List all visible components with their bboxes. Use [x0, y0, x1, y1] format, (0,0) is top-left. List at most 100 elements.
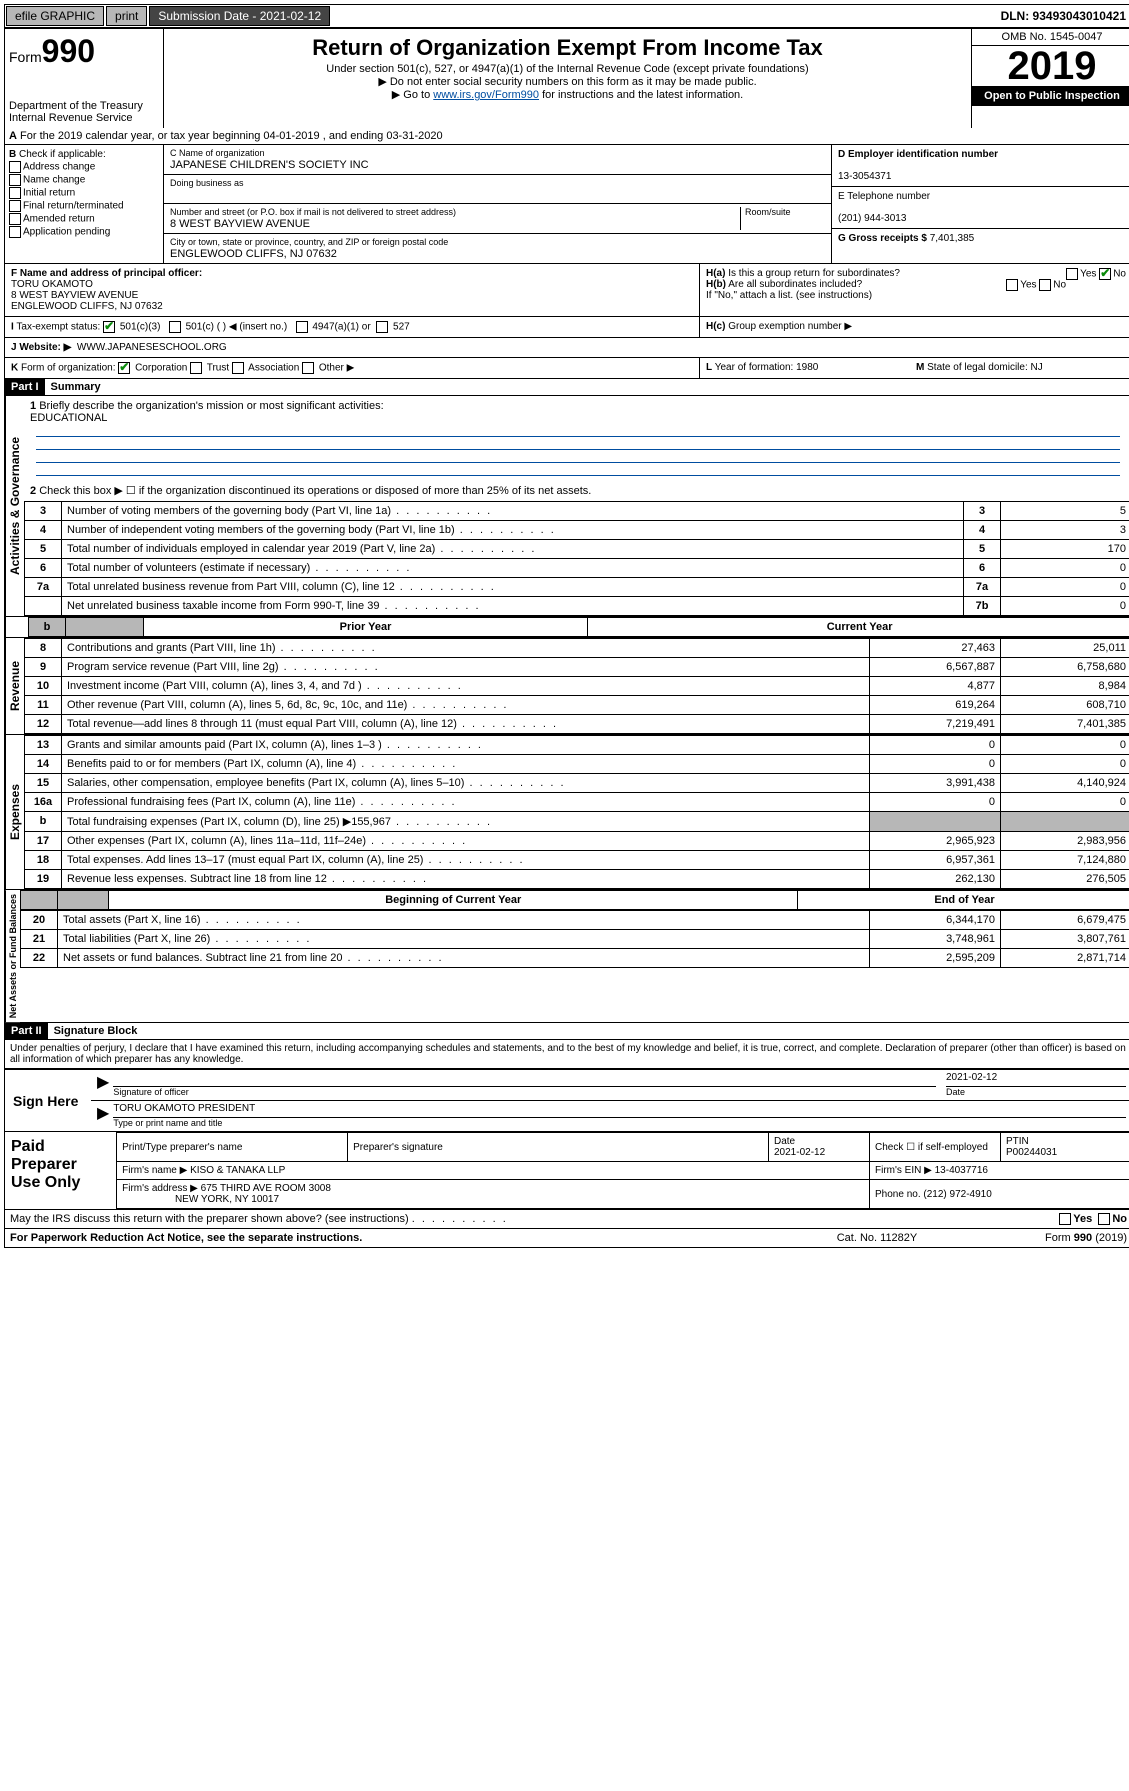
501c3-lbl: 501(c)(3) [120, 322, 161, 333]
4947-checkbox[interactable] [296, 321, 308, 333]
vlabel-b [5, 617, 28, 637]
assoc-lbl: Association [248, 363, 299, 374]
hb-no-checkbox[interactable] [1039, 279, 1051, 291]
part1-bar: Part I [5, 379, 45, 395]
firm-phone-val: (212) 972-4910 [923, 1189, 991, 1200]
prep-sig-lbl: Preparer's signature [353, 1142, 443, 1153]
part1-title: Summary [45, 379, 107, 395]
officer-name-title: TORU OKAMOTO PRESIDENT [113, 1103, 255, 1114]
prior-year-hdr: Prior Year [143, 618, 587, 637]
box-f: F Name and address of principal officer:… [5, 264, 699, 316]
501c3-checkbox[interactable] [103, 321, 115, 333]
hb-yes: Yes [1020, 280, 1036, 291]
phone-val: (201) 944-3013 [838, 213, 906, 224]
initial-return-checkbox[interactable] [9, 187, 21, 199]
final-return-checkbox[interactable] [9, 200, 21, 212]
other-lbl: Other ▶ [319, 363, 354, 374]
end-year-hdr: End of Year [798, 891, 1129, 910]
hb-note: If "No," attach a list. (see instruction… [706, 290, 1126, 301]
form-id-block: Form990 Department of the Treasury Inter… [5, 29, 164, 128]
preparer-table: Print/Type preparer's name Preparer's si… [116, 1132, 1129, 1209]
q1-val: EDUCATIONAL [30, 412, 107, 424]
box-deg: D Employer identification number13-30543… [831, 145, 1129, 263]
current-year-hdr: Current Year [588, 618, 1129, 637]
q2-block: 2 Check this box ▶ ☐ if the organization… [24, 480, 1129, 501]
net-table: 20Total assets (Part X, line 16)6,344,17… [20, 910, 1129, 968]
website-lbl: Website: ▶ [19, 342, 71, 353]
assoc-checkbox[interactable] [232, 362, 244, 374]
year-form-val: 1980 [796, 362, 818, 373]
caret-icon-2: ▶ [97, 1103, 109, 1129]
sub3-pre: Go to [403, 89, 433, 101]
box-b: B Check if applicable: Address change Na… [5, 145, 164, 263]
firm-addr1: 675 THIRD AVE ROOM 3008 [201, 1183, 331, 1194]
ha-no-checkbox[interactable] [1099, 268, 1111, 280]
name-change-lbl: Name change [23, 175, 85, 186]
addr-change-checkbox[interactable] [9, 161, 21, 173]
subtitle-1: Under section 501(c), 527, or 4947(a)(1)… [168, 63, 967, 75]
firm-addr-lbl: Firm's address ▶ [122, 1183, 198, 1194]
discuss-no-checkbox[interactable] [1098, 1213, 1110, 1225]
firm-name-val: KISO & TANAKA LLP [190, 1165, 285, 1176]
ha-yes: Yes [1080, 269, 1096, 280]
discuss-yes: Yes [1073, 1213, 1092, 1225]
ha-yes-checkbox[interactable] [1066, 268, 1078, 280]
app-pending-checkbox[interactable] [9, 226, 21, 238]
box-j: J Website: ▶ WWW.JAPANESESCHOOL.ORG [5, 338, 1129, 357]
gross-lbl: G Gross receipts $ [838, 233, 927, 244]
street-val: 8 WEST BAYVIEW AVENUE [170, 218, 310, 230]
prep-date-lbl: Date [774, 1136, 795, 1147]
year-header-table: bPrior YearCurrent Year [28, 617, 1129, 637]
q1-block: 1 Briefly describe the organization's mi… [24, 396, 1129, 480]
sub3-post: for instructions and the latest informat… [539, 89, 743, 101]
sig-date-val: 2021-02-12 [946, 1072, 997, 1083]
sig-officer-lbl: Signature of officer [113, 1087, 188, 1097]
ptin-lbl: PTIN [1006, 1136, 1029, 1147]
begin-year-hdr: Beginning of Current Year [109, 891, 798, 910]
vlabel-net: Net Assets or Fund Balances [5, 890, 20, 1022]
other-checkbox[interactable] [302, 362, 314, 374]
527-checkbox[interactable] [376, 321, 388, 333]
4947-lbl: 4947(a)(1) or [312, 322, 370, 333]
form-prefix: Form [9, 49, 42, 65]
ha-text: Is this a group return for subordinates? [728, 268, 900, 279]
hb-yes-checkbox[interactable] [1006, 279, 1018, 291]
hc-text: Group exemption number ▶ [728, 321, 852, 332]
amended-return-checkbox[interactable] [9, 213, 21, 225]
type-name-lbl: Type or print name and title [113, 1118, 222, 1128]
irs-label: Internal Revenue Service [9, 112, 159, 124]
part2-bar: Part II [5, 1023, 48, 1039]
officer-name: TORU OKAMOTO [11, 279, 93, 290]
hb-no: No [1053, 280, 1066, 291]
501c-lbl: 501(c) ( ) ◀ (insert no.) [186, 322, 288, 333]
gross-val: 7,401,385 [930, 233, 975, 244]
tax-exempt-lbl: Tax-exempt status: [16, 322, 100, 333]
discuss-yes-checkbox[interactable] [1059, 1213, 1071, 1225]
print-button[interactable]: print [106, 6, 147, 26]
corp-checkbox[interactable] [118, 362, 130, 374]
form-org-lbl: Form of organization: [21, 363, 116, 374]
box-k: K Form of organization: Corporation Trus… [5, 358, 699, 378]
irs-link[interactable]: www.irs.gov/Form990 [433, 89, 539, 101]
501c-checkbox[interactable] [169, 321, 181, 333]
box-lm: L Year of formation: 1980 M State of leg… [699, 358, 1129, 378]
trust-checkbox[interactable] [190, 362, 202, 374]
527-lbl: 527 [393, 322, 410, 333]
ein-val: 13-3054371 [838, 171, 891, 182]
officer-lbl: F Name and address of principal officer: [11, 268, 202, 279]
self-emp-lbl: Check ☐ if self-employed [875, 1142, 988, 1153]
org-name: JAPANESE CHILDREN'S SOCIETY INC [170, 159, 369, 171]
ha-no: No [1113, 269, 1126, 280]
room-lbl: Room/suite [745, 207, 791, 217]
addr-change-lbl: Address change [23, 162, 95, 173]
app-pending-lbl: Application pending [23, 227, 110, 238]
box-hc: H(c) Group exemption number ▶ [699, 317, 1129, 337]
officer-addr2: ENGLEWOOD CLIFFS, NJ 07632 [11, 301, 163, 312]
website-val: WWW.JAPANESESCHOOL.ORG [77, 342, 227, 353]
revenue-table: 8Contributions and grants (Part VIII, li… [24, 638, 1129, 734]
name-change-checkbox[interactable] [9, 174, 21, 186]
firm-phone-lbl: Phone no. [875, 1189, 921, 1200]
corp-lbl: Corporation [135, 363, 187, 374]
org-name-lbl: C Name of organization [170, 148, 265, 158]
box-h: H(a) Is this a group return for subordin… [699, 264, 1129, 316]
